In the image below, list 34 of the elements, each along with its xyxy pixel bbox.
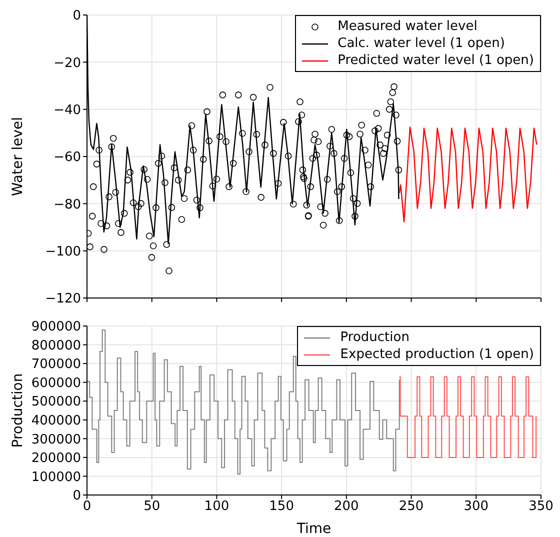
y-tick-label: 300000 (31, 432, 81, 448)
x-tick-label: 200 (334, 499, 359, 514)
x-tick-label: 150 (269, 499, 294, 514)
x-tick-label: 0 (82, 499, 92, 514)
x-tick-label: 350 (528, 499, 554, 514)
y-tick-label: −100 (45, 244, 81, 260)
y-tick-label: −60 (54, 150, 81, 166)
x-tick-label: 50 (144, 499, 160, 514)
y-tick-label: 600000 (31, 376, 81, 391)
y-tick-label: 500000 (31, 394, 81, 410)
y-tick-label: −20 (54, 56, 81, 71)
y-axis-title: Production (10, 373, 26, 448)
x-axis-title: Time (296, 521, 332, 537)
x-tick-label: 250 (398, 499, 424, 514)
y-tick-label: 200000 (31, 451, 81, 466)
y-axis-title: Water level (10, 116, 26, 196)
y-tick-label: 800000 (31, 338, 81, 354)
y-tick-label: −80 (54, 197, 81, 212)
y-tick-label: 400000 (31, 414, 81, 429)
legend-label: Expected production (1 open) (340, 346, 534, 363)
y-tick-label: 700000 (31, 357, 81, 372)
x-tick-label: 300 (464, 499, 489, 514)
y-tick-label: 0 (72, 8, 81, 24)
y-tick-label: 900000 (31, 320, 81, 335)
legend-label: Calc. water level (1 open) (338, 35, 505, 52)
legend-label: Predicted water level (1 open) (338, 52, 534, 69)
y-tick-label: 100000 (31, 470, 81, 485)
y-tick-label: −120 (45, 292, 81, 307)
y-tick-label: 0 (72, 488, 81, 504)
legend-label: Measured water level (338, 18, 478, 35)
y-tick-label: −40 (54, 102, 81, 118)
legend-label: Production (340, 329, 410, 346)
x-tick-label: 100 (204, 499, 230, 514)
line-series (398, 126, 538, 222)
